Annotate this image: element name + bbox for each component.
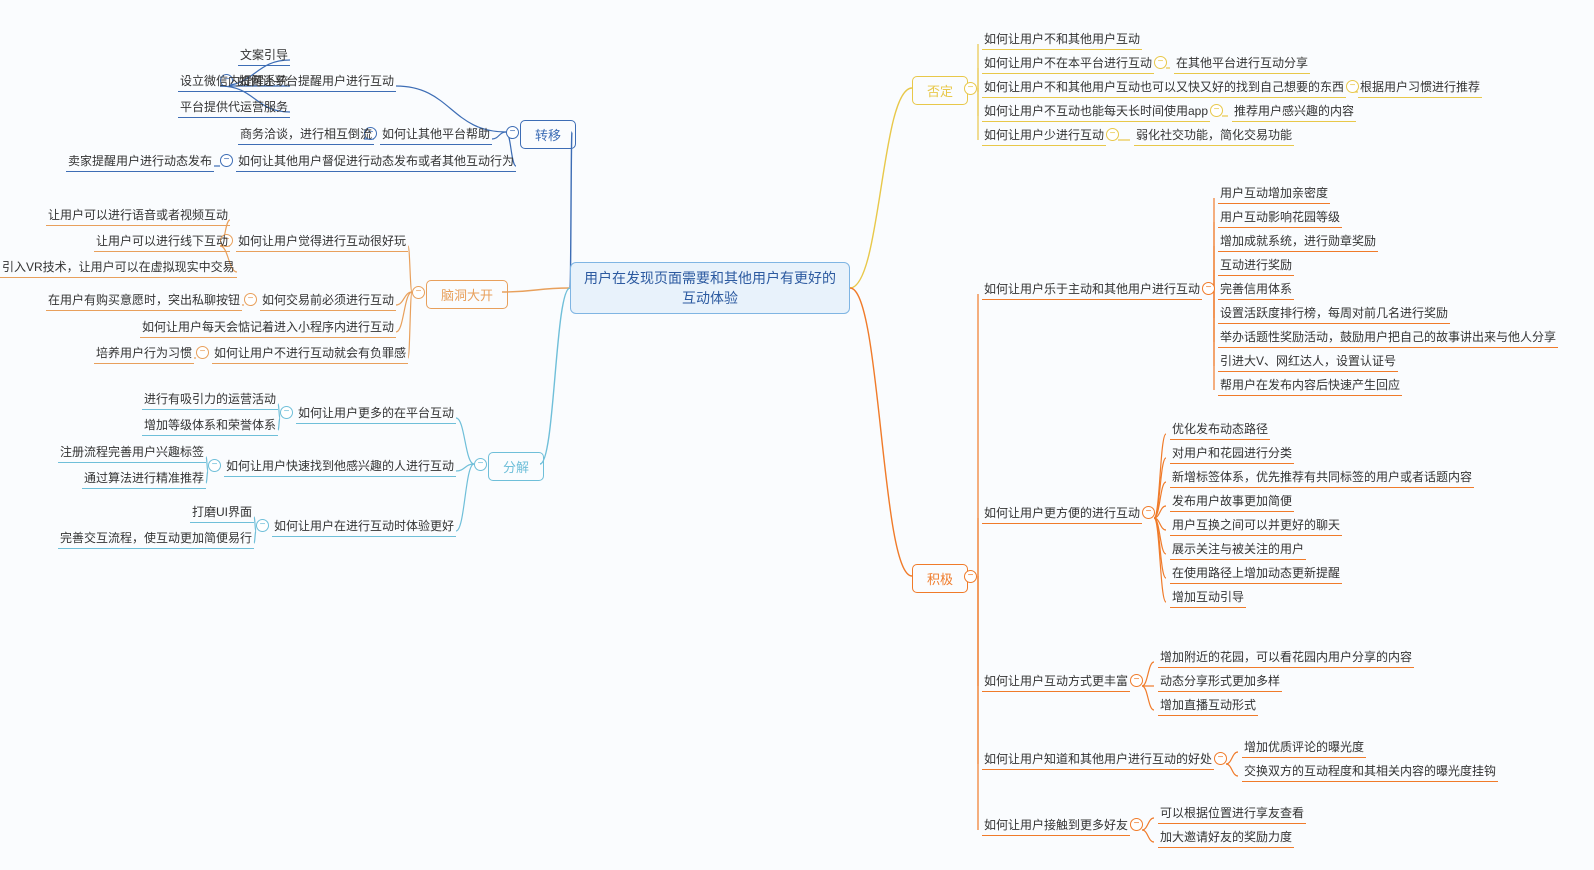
mid-node[interactable]: 如何让用户不进行互动就会有负罪感 xyxy=(212,344,408,364)
branch-positive[interactable]: 积极 xyxy=(912,564,968,593)
mid-node[interactable]: 如何让用户知道和其他用户进行互动的好处 xyxy=(982,750,1214,770)
leaf-node[interactable]: 在其他平台进行互动分享 xyxy=(1174,54,1310,74)
leaf-node[interactable]: 商务洽谈，进行相互倒流 xyxy=(238,125,374,145)
leaf-node[interactable]: 让用户可以进行线下互动 xyxy=(94,232,230,252)
mid-node[interactable]: 如何让其他平台帮助 xyxy=(380,125,492,145)
mid-node[interactable]: 如何让用户不在本平台进行互动 xyxy=(982,54,1154,74)
collapse-toggle[interactable]: − xyxy=(1130,818,1143,831)
leaf-node[interactable]: 在用户有购买意愿时，突出私聊按钮 xyxy=(46,291,242,311)
leaf-node[interactable]: 加大邀请好友的奖励力度 xyxy=(1158,828,1294,848)
mid-node[interactable]: 如何让用户接触到更多好友 xyxy=(982,816,1130,836)
mid-node[interactable]: 如何让用户更多的在平台互动 xyxy=(296,404,456,424)
leaf-node[interactable]: 增加优质评论的曝光度 xyxy=(1242,738,1366,758)
leaf-node[interactable]: 平台提供代运营服务 xyxy=(178,98,290,118)
branch-brainstorm[interactable]: 脑洞大开 xyxy=(426,280,508,309)
collapse-toggle[interactable]: − xyxy=(1142,506,1155,519)
leaf-node[interactable]: 根据用户习惯进行推荐 xyxy=(1358,78,1482,98)
leaf-node[interactable]: 动态分享形式更加多样 xyxy=(1158,672,1282,692)
leaf-node[interactable]: 完善信用体系 xyxy=(1218,280,1294,300)
branch-transfer[interactable]: 转移 xyxy=(520,120,576,149)
collapse-toggle[interactable]: − xyxy=(964,82,977,95)
mid-node[interactable]: 如何让用户在进行互动时体验更好 xyxy=(272,517,456,537)
mid-node[interactable]: 如何让用户每天会惦记着进入小程序内进行互动 xyxy=(140,318,396,338)
leaf-node[interactable]: 用户互动影响花园等级 xyxy=(1218,208,1342,228)
leaf-node[interactable]: 注册流程完善用户兴趣标签 xyxy=(58,443,206,463)
leaf-node[interactable]: 新增标签体系，优先推荐有共同标签的用户或者话题内容 xyxy=(1170,468,1474,488)
leaf-node[interactable]: 交换双方的互动程度和其相关内容的曝光度挂钩 xyxy=(1242,762,1498,782)
mid-node[interactable]: 如何让其他用户督促进行动态发布或者其他互动行为 xyxy=(236,152,516,172)
leaf-node[interactable]: 弱化社交功能，简化交易功能 xyxy=(1134,126,1294,146)
collapse-toggle[interactable]: − xyxy=(220,154,233,167)
leaf-node[interactable]: 设置活跃度排行榜，每周对前几名进行奖励 xyxy=(1218,304,1450,324)
mid-node[interactable]: 如何让用户少进行互动 xyxy=(982,126,1106,146)
collapse-toggle[interactable]: − xyxy=(280,406,293,419)
collapse-toggle[interactable]: − xyxy=(1210,104,1223,117)
leaf-node[interactable]: 设立微信内提醒系统 xyxy=(178,72,290,92)
collapse-toggle[interactable]: − xyxy=(1202,282,1215,295)
branch-decompose[interactable]: 分解 xyxy=(488,452,544,481)
branch-negate[interactable]: 否定 xyxy=(912,76,968,105)
leaf-node[interactable]: 举办话题性奖励活动，鼓励用户把自己的故事讲出来与他人分享 xyxy=(1218,328,1558,348)
collapse-toggle[interactable]: − xyxy=(1214,752,1227,765)
leaf-node[interactable]: 增加附近的花园，可以看花园内用户分享的内容 xyxy=(1158,648,1414,668)
leaf-node[interactable]: 发布用户故事更加简便 xyxy=(1170,492,1294,512)
collapse-toggle[interactable]: − xyxy=(1106,128,1119,141)
leaf-node[interactable]: 用户互换之间可以并更好的聊天 xyxy=(1170,516,1342,536)
collapse-toggle[interactable]: − xyxy=(208,459,221,472)
leaf-node[interactable]: 完善交互流程，使互动更加简便易行 xyxy=(58,529,254,549)
mid-node[interactable]: 如何让用户互动方式更丰富 xyxy=(982,672,1130,692)
leaf-node[interactable]: 增加直播互动形式 xyxy=(1158,696,1258,716)
leaf-node[interactable]: 增加互动引导 xyxy=(1170,588,1246,608)
leaf-node[interactable]: 在使用路径上增加动态更新提醒 xyxy=(1170,564,1342,584)
mid-node[interactable]: 如何让用户不和其他用户互动也可以又快又好的找到自己想要的东西 xyxy=(982,78,1346,98)
mid-node[interactable]: 如何交易前必须进行互动 xyxy=(260,291,396,311)
leaf-node[interactable]: 增加等级体系和荣誉体系 xyxy=(142,416,278,436)
leaf-node[interactable]: 引进大V、网红达人，设置认证号 xyxy=(1218,352,1398,372)
leaf-node[interactable]: 优化发布动态路径 xyxy=(1170,420,1270,440)
collapse-toggle[interactable]: − xyxy=(256,519,269,532)
collapse-toggle[interactable]: − xyxy=(1154,56,1167,69)
central-topic[interactable]: 用户在发现页面需要和其他用户有更好的互动体验 xyxy=(570,262,850,314)
leaf-node[interactable]: 帮用户在发布内容后快速产生回应 xyxy=(1218,376,1402,396)
leaf-node[interactable]: 展示关注与被关注的用户 xyxy=(1170,540,1306,560)
mid-node[interactable]: 如何让用户乐于主动和其他用户进行互动 xyxy=(982,280,1202,300)
leaf-node[interactable]: 让用户可以进行语音或者视频互动 xyxy=(46,206,230,226)
leaf-node[interactable]: 培养用户行为习惯 xyxy=(94,344,194,364)
leaf-node[interactable]: 用户互动增加亲密度 xyxy=(1218,184,1330,204)
leaf-node[interactable]: 文案引导 xyxy=(238,46,290,66)
leaf-node[interactable]: 对用户和花园进行分类 xyxy=(1170,444,1294,464)
leaf-node[interactable]: 推荐用户感兴趣的内容 xyxy=(1232,102,1356,122)
collapse-toggle[interactable]: − xyxy=(244,293,257,306)
leaf-node[interactable]: 增加成就系统，进行勋章奖励 xyxy=(1218,232,1378,252)
mid-node[interactable]: 如何让用户不和其他用户互动 xyxy=(982,30,1142,50)
mid-node[interactable]: 如何让用户快速找到他感兴趣的人进行互动 xyxy=(224,457,456,477)
collapse-toggle[interactable]: − xyxy=(1130,674,1143,687)
collapse-toggle[interactable]: − xyxy=(412,286,425,299)
leaf-node[interactable]: 通过算法进行精准推荐 xyxy=(82,469,206,489)
mid-node[interactable]: 如何让用户觉得进行互动很好玩 xyxy=(236,232,408,252)
leaf-node[interactable]: 引入VR技术，让用户可以在虚拟现实中交易 xyxy=(0,258,237,278)
collapse-toggle[interactable]: − xyxy=(964,570,977,583)
collapse-toggle[interactable]: − xyxy=(506,126,519,139)
collapse-toggle[interactable]: − xyxy=(196,346,209,359)
central-topic-text: 用户在发现页面需要和其他用户有更好的互动体验 xyxy=(579,268,841,308)
mid-node[interactable]: 如何让用户更方便的进行互动 xyxy=(982,504,1142,524)
collapse-toggle[interactable]: − xyxy=(474,458,487,471)
mid-node[interactable]: 如何让用户不互动也能每天长时间使用app xyxy=(982,102,1210,122)
leaf-node[interactable]: 打磨UI界面 xyxy=(190,503,254,523)
leaf-node[interactable]: 进行有吸引力的运营活动 xyxy=(142,390,278,410)
leaf-node[interactable]: 卖家提醒用户进行动态发布 xyxy=(66,152,214,172)
leaf-node[interactable]: 互动进行奖励 xyxy=(1218,256,1294,276)
leaf-node[interactable]: 可以根据位置进行享友查看 xyxy=(1158,804,1306,824)
